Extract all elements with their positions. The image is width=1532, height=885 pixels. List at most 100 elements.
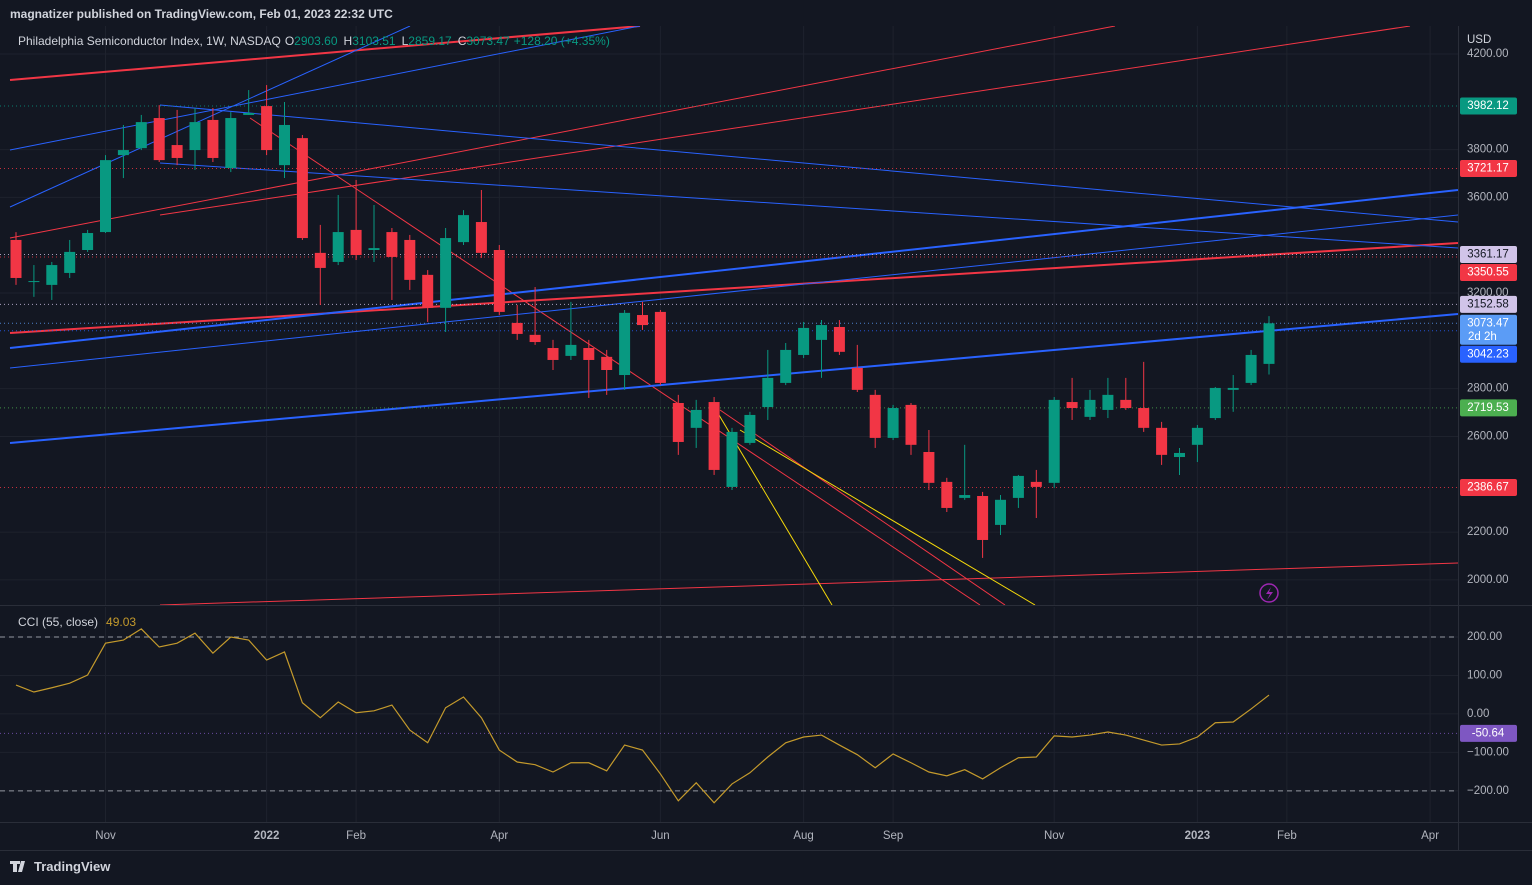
candle-body [708, 402, 720, 470]
candle-body [851, 367, 863, 390]
x-tick-label: Feb [1277, 830, 1297, 842]
candle-body [905, 404, 917, 445]
price-badge-label: 3073.47 [1467, 317, 1509, 329]
drawings [9, 26, 1458, 605]
candle-body [332, 232, 344, 262]
ohlc-key: O [284, 34, 295, 48]
candle-body [1209, 387, 1221, 419]
candle-body [1174, 452, 1185, 458]
candle-body [493, 249, 505, 312]
price-badge-label: 2719.53 [1467, 402, 1509, 414]
candle-body [422, 274, 434, 308]
candle-body [100, 160, 111, 233]
countdown-label: 2d 2h [1468, 331, 1497, 343]
x-tick-label: Feb [346, 830, 366, 842]
price-badge [1460, 245, 1517, 263]
change: +128.20 (+4.35%) [513, 34, 610, 48]
x-tick-label: Jun [651, 830, 670, 842]
ohlc-key: L [401, 34, 409, 48]
candle-body [189, 122, 201, 151]
price-badge-label: 3152.58 [1467, 298, 1509, 310]
candle-body [261, 106, 273, 151]
price-badge-label: 3042.23 [1467, 348, 1509, 360]
trend-line [739, 429, 1036, 605]
candle-body [64, 251, 76, 273]
price-badge [1460, 263, 1517, 281]
price-badge-label: -50.64 [1472, 727, 1505, 739]
ohlc-value: 2903.60 [294, 34, 338, 48]
event-icon-bolt [1266, 587, 1273, 600]
x-tick-label: Apr [490, 830, 508, 842]
x-tick-label: 2023 [1185, 830, 1211, 842]
event-icon[interactable] [1259, 583, 1279, 603]
candle-body [46, 265, 58, 285]
x-tick-label: 2022 [254, 830, 280, 842]
y-tick-label: 3800.00 [1467, 144, 1509, 156]
indicator-line [15, 628, 1270, 804]
x-tick-label: Aug [793, 830, 813, 842]
y-tick-label: 3600.00 [1467, 191, 1509, 203]
price-badge [1460, 97, 1517, 115]
candle-body [475, 222, 487, 253]
candle-body [511, 322, 523, 334]
y-tick-label: 2000.00 [1467, 574, 1509, 586]
candle-body [1102, 394, 1114, 410]
candle-body [529, 334, 541, 343]
price-badge [1460, 478, 1517, 496]
y-tick-label: 0.00 [1467, 708, 1489, 720]
indicator-title: CCI (55, close) [18, 615, 99, 629]
trend-line [9, 242, 1458, 334]
price-badge [1460, 295, 1517, 313]
cci-legend: CCI (55, close) 49.03 [18, 615, 136, 629]
price-badge [1460, 399, 1517, 417]
trend-line [9, 26, 641, 151]
trend-line [9, 26, 1116, 239]
trend-line [9, 189, 1458, 349]
candle-body [1066, 402, 1078, 409]
trend-line [159, 104, 1458, 223]
ohlc: O2903.60 H3103.51 L2859.17 C3073.47 [285, 34, 510, 48]
trend-line [9, 26, 641, 81]
ohlc-item: O2903.60 [285, 34, 338, 48]
candle-body [171, 145, 183, 158]
trend-line [249, 117, 981, 605]
candle-body [10, 239, 22, 278]
candle-body [296, 138, 308, 239]
currency: USD [1467, 34, 1491, 46]
trend-line [9, 26, 411, 208]
logo [10, 861, 25, 872]
price-badge-label: 3350.55 [1467, 267, 1509, 279]
publish-info: magnatizer published on TradingView.com,… [10, 7, 393, 21]
candle-body [1263, 323, 1275, 364]
trend-line [159, 26, 1411, 216]
ohlc-item: C3073.47 [458, 34, 510, 48]
price-badge [1460, 159, 1517, 177]
candle-body [386, 232, 398, 257]
price-badge [1460, 314, 1517, 345]
trend-line [719, 409, 1006, 605]
candle-body [117, 150, 129, 156]
candle-body [672, 402, 684, 442]
ohlc-item: H3103.51 [344, 34, 396, 48]
candle-body [1030, 481, 1042, 487]
ohlc-value: 2859.17 [408, 34, 452, 48]
candle-body [637, 315, 648, 326]
x-tick-label: Apr [1421, 830, 1439, 842]
price-badge-label: 3982.12 [1467, 100, 1509, 112]
y-tick-label: 2800.00 [1467, 383, 1509, 395]
candle-body [619, 312, 631, 376]
y-tick-label: 2200.00 [1467, 526, 1509, 538]
candle-body [816, 325, 827, 340]
trend-line [159, 562, 1458, 605]
brand: TradingView [34, 859, 111, 874]
y-tick-label: −200.00 [1467, 785, 1509, 797]
price-badge-label: 3361.17 [1467, 249, 1509, 261]
price-badge [1460, 724, 1517, 742]
ohlc-key: H [343, 34, 353, 48]
candle-body [1156, 427, 1168, 455]
candle-body [440, 238, 452, 308]
candle-body [153, 118, 165, 161]
candle-body [977, 495, 989, 540]
